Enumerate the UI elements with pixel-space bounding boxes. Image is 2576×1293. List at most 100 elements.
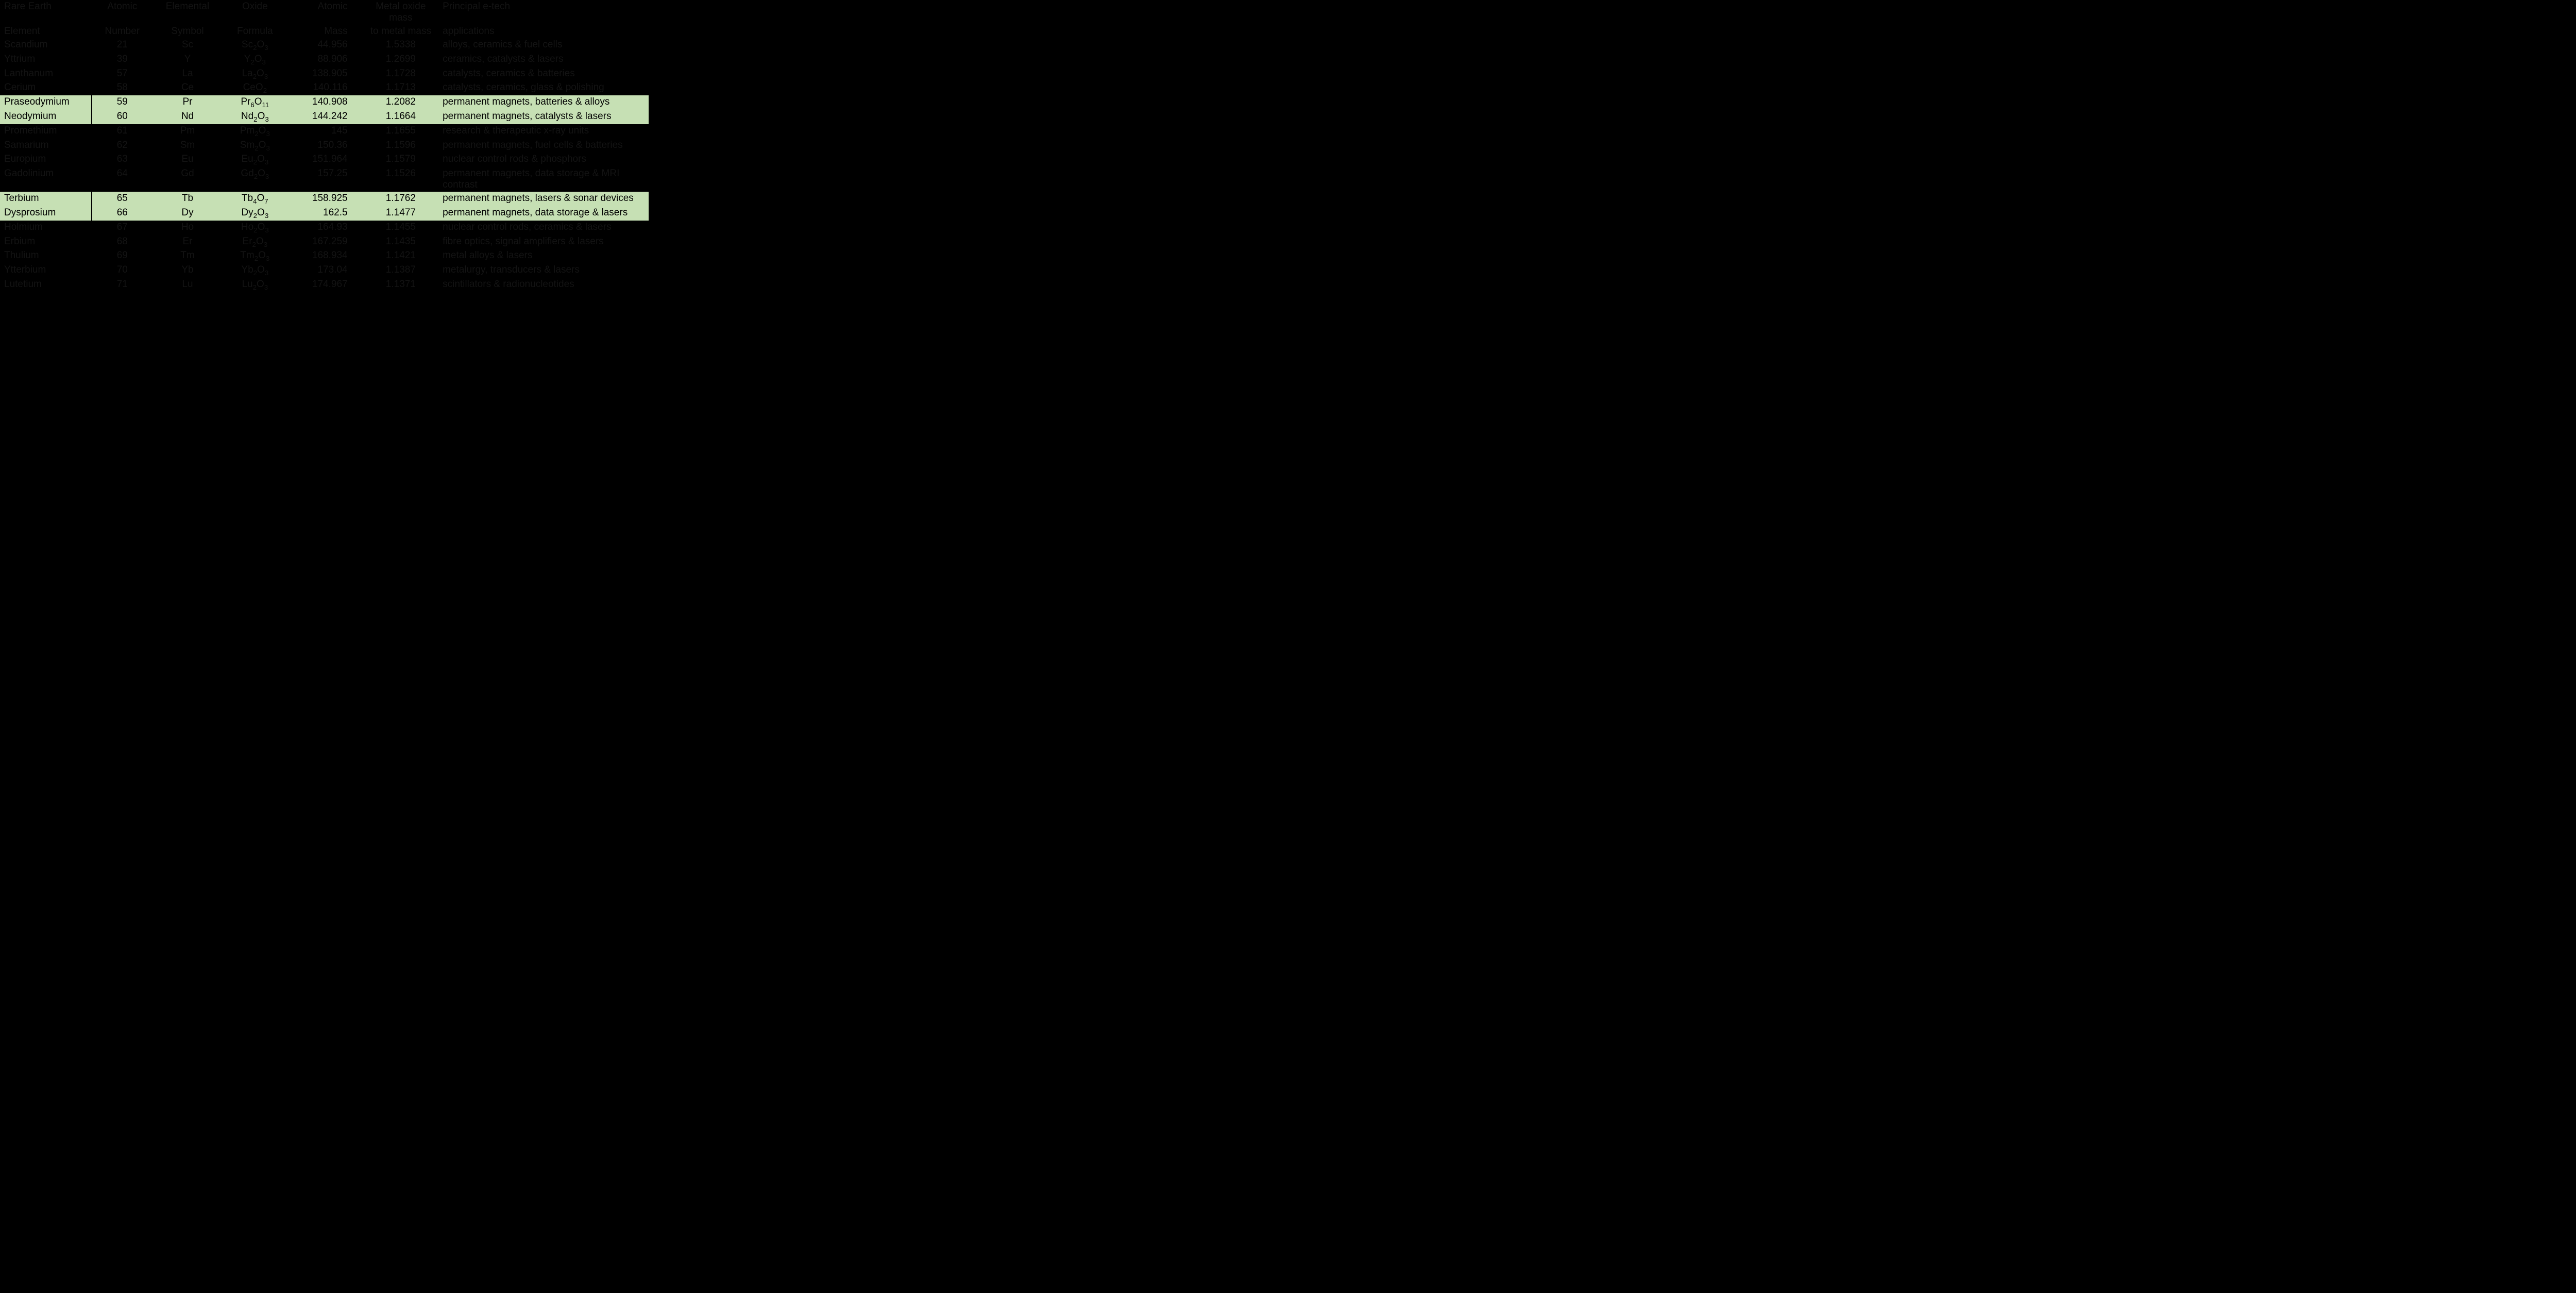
cell-oxide-formula: Pm2O3: [223, 124, 287, 139]
cell-symbol: Gd: [152, 167, 223, 192]
cell-oxide-formula: Sc2O3: [223, 38, 287, 53]
cell-symbol: Tb: [152, 192, 223, 206]
cell-symbol: Tm: [152, 249, 223, 263]
cell-atomic-number: 60: [92, 110, 152, 124]
hdr-uses-2: applications: [438, 25, 649, 38]
cell-name: Gadolinium: [0, 167, 92, 192]
cell-uses: research & therapeutic x-ray units: [438, 124, 649, 139]
cell-atomic-mass: 167.259: [287, 235, 363, 249]
table-row: Gadolinium64GdGd2O3157.251.1526permanent…: [0, 167, 649, 192]
table-row: Samarium62SmSm2O3150.361.1596permanent m…: [0, 139, 649, 153]
cell-name: Promethium: [0, 124, 92, 139]
cell-symbol: Yb: [152, 263, 223, 278]
cell-uses: alloys, ceramics & fuel cells: [438, 38, 649, 53]
cell-mass-factor: 1.1435: [363, 235, 439, 249]
table-row: Cerium58CeCeO2140.1161.1713catalysts, ce…: [0, 81, 649, 95]
cell-oxide-formula: Yb2O3: [223, 263, 287, 278]
table-row: Neodymium60NdNd2O3144.2421.1664permanent…: [0, 110, 649, 124]
cell-uses: ceramics, catalysts & lasers: [438, 53, 649, 67]
cell-symbol: Eu: [152, 153, 223, 167]
hdr-atomic-2: Number: [92, 25, 152, 38]
cell-oxide-formula: Tb4O7: [223, 192, 287, 206]
table-row: Holmium67HoHo2O3164.931.1455nuclear cont…: [0, 221, 649, 235]
hdr-name-2: Element: [0, 25, 92, 38]
cell-name: Thulium: [0, 249, 92, 263]
page: Rare Earth Atomic Elemental Oxide Atomic…: [0, 0, 783, 292]
table-row: Terbium65TbTb4O7158.9251.1762permanent m…: [0, 192, 649, 206]
cell-atomic-number: 67: [92, 221, 152, 235]
cell-atomic-number: 70: [92, 263, 152, 278]
cell-atomic-number: 65: [92, 192, 152, 206]
cell-symbol: Pr: [152, 95, 223, 110]
cell-mass-factor: 1.1596: [363, 139, 439, 153]
cell-oxide-formula: Pr6O11: [223, 95, 287, 110]
cell-symbol: Lu: [152, 278, 223, 292]
cell-atomic-number: 59: [92, 95, 152, 110]
table-body: Rare Earth Atomic Elemental Oxide Atomic…: [0, 0, 649, 292]
cell-oxide-formula: Sm2O3: [223, 139, 287, 153]
hdr-name-1: Rare Earth: [0, 0, 92, 25]
cell-name: Europium: [0, 153, 92, 167]
cell-uses: catalysts, ceramics & batteries: [438, 67, 649, 81]
cell-symbol: Pm: [152, 124, 223, 139]
cell-atomic-mass: 44.956: [287, 38, 363, 53]
cell-mass-factor: 1.1579: [363, 153, 439, 167]
cell-symbol: Dy: [152, 206, 223, 221]
cell-mass-factor: 1.1655: [363, 124, 439, 139]
cell-atomic-mass: 162.5: [287, 206, 363, 221]
cell-atomic-number: 63: [92, 153, 152, 167]
cell-mass-factor: 1.1371: [363, 278, 439, 292]
cell-mass-factor: 1.2082: [363, 95, 439, 110]
cell-mass-factor: 1.1713: [363, 81, 439, 95]
cell-atomic-mass: 138.905: [287, 67, 363, 81]
cell-uses: permanent magnets, data storage & lasers: [438, 206, 649, 221]
hdr-mass-1: Atomic: [287, 0, 363, 25]
cell-name: Samarium: [0, 139, 92, 153]
cell-uses: catalysts, ceramics, glass & polishing: [438, 81, 649, 95]
cell-atomic-number: 61: [92, 124, 152, 139]
cell-oxide-formula: Nd2O3: [223, 110, 287, 124]
table-row: Praseodymium59PrPr6O11140.9081.2082perma…: [0, 95, 649, 110]
hdr-oxide-1: Oxide: [223, 0, 287, 25]
cell-atomic-mass: 88.906: [287, 53, 363, 67]
cell-mass-factor: 1.5338: [363, 38, 439, 53]
table-row: Lutetium71LuLu2O3174.9671.1371scintillat…: [0, 278, 649, 292]
header-row-2: Element Number Symbol Formula Mass to me…: [0, 25, 649, 38]
cell-mass-factor: 1.1728: [363, 67, 439, 81]
cell-atomic-mass: 158.925: [287, 192, 363, 206]
cell-mass-factor: 1.1477: [363, 206, 439, 221]
cell-atomic-number: 39: [92, 53, 152, 67]
cell-oxide-formula: La2O3: [223, 67, 287, 81]
cell-oxide-formula: Er2O3: [223, 235, 287, 249]
cell-name: Holmium: [0, 221, 92, 235]
header-row-1: Rare Earth Atomic Elemental Oxide Atomic…: [0, 0, 649, 25]
cell-name: Terbium: [0, 192, 92, 206]
cell-name: Dysprosium: [0, 206, 92, 221]
cell-symbol: Ce: [152, 81, 223, 95]
cell-name: Yttrium: [0, 53, 92, 67]
cell-name: Cerium: [0, 81, 92, 95]
cell-uses: permanent magnets, catalysts & lasers: [438, 110, 649, 124]
cell-atomic-mass: 164.93: [287, 221, 363, 235]
cell-atomic-number: 21: [92, 38, 152, 53]
cell-oxide-formula: Dy2O3: [223, 206, 287, 221]
cell-uses: permanent magnets, lasers & sonar device…: [438, 192, 649, 206]
cell-uses: permanent magnets, fuel cells & batterie…: [438, 139, 649, 153]
table-row: Thulium69TmTm2O3168.9341.1421metal alloy…: [0, 249, 649, 263]
cell-oxide-formula: CeO2: [223, 81, 287, 95]
cell-uses: fibre optics, signal amplifiers & lasers: [438, 235, 649, 249]
hdr-mass-2: Mass: [287, 25, 363, 38]
cell-mass-factor: 1.1455: [363, 221, 439, 235]
cell-atomic-number: 68: [92, 235, 152, 249]
hdr-factor-2: to metal mass: [363, 25, 439, 38]
cell-uses: permanent magnets, batteries & alloys: [438, 95, 649, 110]
cell-oxide-formula: Tm2O3: [223, 249, 287, 263]
cell-mass-factor: 1.1664: [363, 110, 439, 124]
hdr-uses-1: Principal e-tech: [438, 0, 649, 25]
cell-mass-factor: 1.1762: [363, 192, 439, 206]
cell-uses: scintillators & radionucleotides: [438, 278, 649, 292]
hdr-symbol-2: Symbol: [152, 25, 223, 38]
cell-symbol: Sc: [152, 38, 223, 53]
cell-oxide-formula: Y2O3: [223, 53, 287, 67]
cell-mass-factor: 1.2699: [363, 53, 439, 67]
